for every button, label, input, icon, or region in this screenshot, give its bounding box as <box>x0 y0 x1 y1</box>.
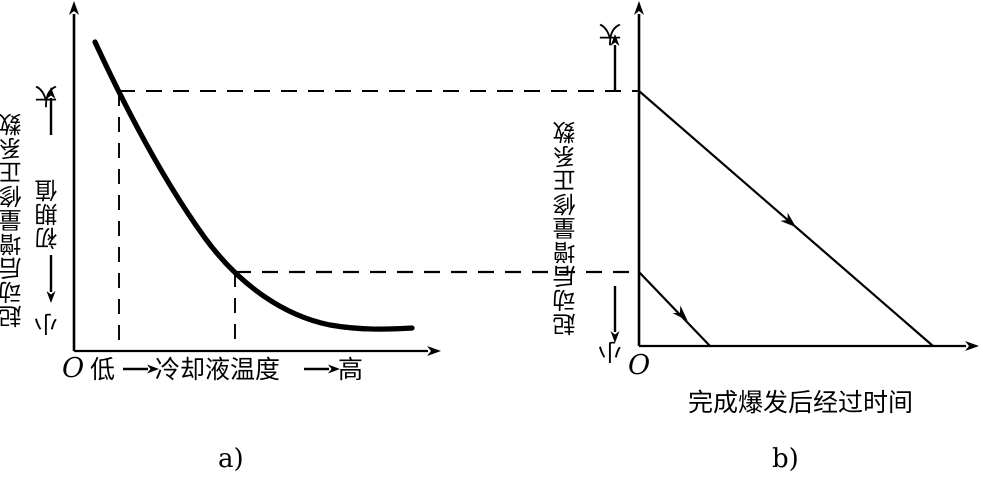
panel-a-caption: a) <box>218 444 244 474</box>
panel-a-guide-lines <box>118 90 639 351</box>
panel-a-origin-label: O <box>62 353 85 384</box>
panel-b-y-axis-inner-label-bottom: 小 <box>600 340 626 364</box>
panel-b-axes <box>634 1 979 351</box>
panel-b-y-axis-outer-label: 起动后增量修正系数 <box>554 120 580 336</box>
panel-b-series <box>638 90 934 347</box>
panel-a-x-axis-low-label: 低 <box>90 355 116 384</box>
panel-b-arrow-low-icon <box>672 305 688 321</box>
panel-a-x-axis-high-label: 高 <box>338 355 364 384</box>
panel-a-y-axis-inner-label-top: 大 <box>36 84 62 108</box>
panel-a-y-axis-outer-label: 起动后增量修正系数 <box>0 112 26 328</box>
panel-b-line-high <box>638 90 934 347</box>
panel-a-axes <box>69 1 441 356</box>
panel-a-curve <box>92 39 415 332</box>
panel-b-line-low <box>638 271 711 347</box>
panel-a-y-axis-inner-label-mid: 初期值 <box>36 178 62 250</box>
panel-b-origin-label: O <box>628 350 651 381</box>
panel-a-y-axis-inner-label-bottom: 小 <box>36 312 62 336</box>
panel-b-y-axis-inner-label-top: 大 <box>600 22 626 46</box>
panel-a-x-axis-mid-label: 冷却液温度 <box>155 355 281 384</box>
panel-b-x-axis-label: 完成爆发后经过时间 <box>688 388 914 417</box>
panel-b-caption: b) <box>772 444 799 474</box>
